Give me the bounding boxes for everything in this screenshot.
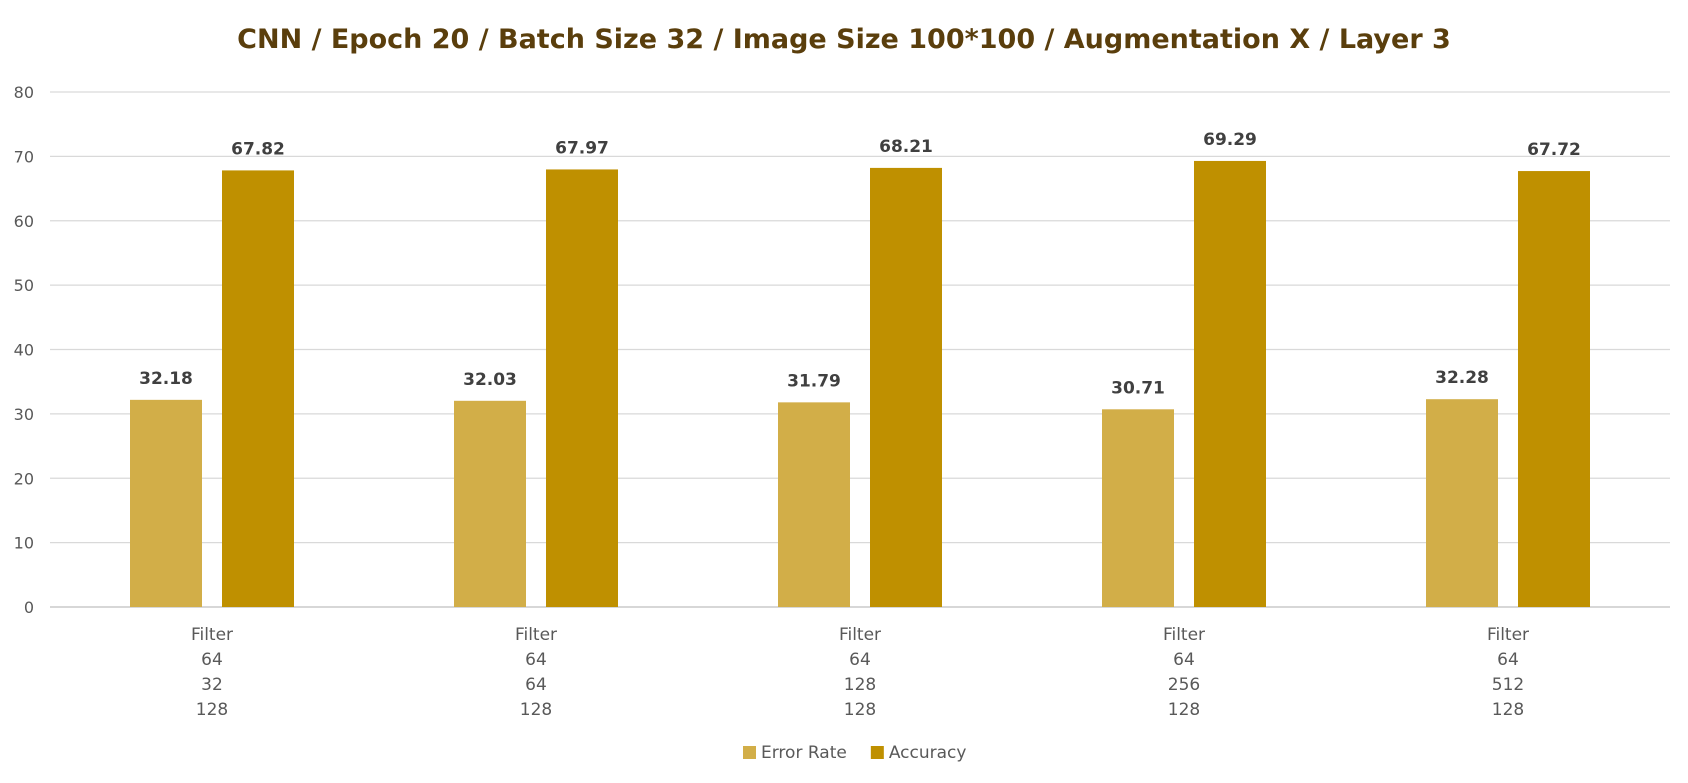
category-label: 64 [1497,650,1519,670]
category-label: 512 [1492,675,1524,695]
category-label: 256 [1168,675,1200,695]
category-label: 32 [201,675,223,695]
data-label: 30.71 [1111,378,1165,398]
bar-accuracy [870,167,942,607]
bar-accuracy [1518,171,1590,608]
category-label: 128 [1168,700,1200,720]
bar-accuracy [1194,160,1266,607]
y-tick-label: 80 [14,83,34,102]
data-label: 31.79 [787,371,841,391]
data-label: 67.72 [1527,140,1581,160]
bar-error-rate [778,402,850,607]
data-label: 32.03 [463,370,517,390]
y-tick-label: 70 [14,147,34,166]
category-label: 64 [525,675,547,695]
category-label: 128 [1492,700,1524,720]
category-label: 128 [844,700,876,720]
y-tick-label: 60 [14,212,34,231]
legend-swatch-error-rate [743,746,756,759]
category-label: 64 [849,650,871,670]
category-label: Filter [191,625,233,645]
bar-accuracy [222,170,294,607]
data-label: 68.21 [879,137,933,157]
y-tick-label: 30 [14,405,34,424]
y-tick-label: 0 [24,598,34,617]
category-label: 64 [201,650,223,670]
data-label: 67.97 [555,138,609,158]
category-label: 64 [1173,650,1195,670]
legend-swatch-accuracy [870,746,884,759]
category-label: 64 [525,650,547,670]
data-label: 67.82 [231,139,285,159]
category-label: Filter [1487,625,1529,645]
y-tick-label: 50 [14,276,34,295]
category-label: Filter [515,625,557,645]
legend-label: Accuracy [889,743,967,763]
data-label: 32.18 [139,369,193,389]
bar-error-rate [1426,399,1498,607]
bar-error-rate [130,399,202,607]
bar-accuracy [546,169,618,608]
category-label: Filter [839,625,881,645]
data-label: 32.28 [1435,368,1489,388]
y-tick-label: 40 [14,341,34,360]
category-label: 128 [844,675,876,695]
category-label: 128 [196,700,228,720]
y-tick-label: 10 [14,534,34,553]
bar-error-rate [454,400,526,607]
legend-label: Error Rate [761,743,847,763]
y-tick-label: 20 [14,469,34,488]
category-label: Filter [1163,625,1205,645]
category-label: 128 [520,700,552,720]
data-label: 69.29 [1203,130,1257,150]
bar-error-rate [1102,409,1174,607]
chart-title: CNN / Epoch 20 / Batch Size 32 / Image S… [237,24,1451,55]
